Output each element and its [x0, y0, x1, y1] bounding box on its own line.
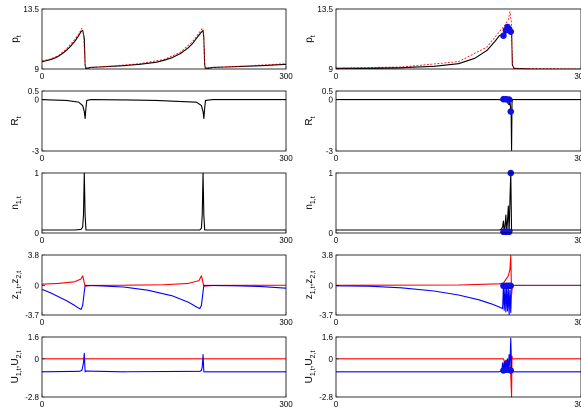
y-axis-label: n1,t [304, 196, 317, 209]
y-axis-label: z1,t,z2,t [304, 271, 317, 299]
plot-frame [41, 336, 287, 398]
y-tick-label: 13.5 [23, 5, 39, 14]
x-tick-label: 300 [574, 154, 581, 163]
y-axis-label: U1,t,U2,t [304, 351, 317, 384]
y-tick-label: 13.5 [317, 5, 333, 14]
data-marker [507, 282, 515, 290]
y-tick-label: 0 [35, 229, 40, 238]
plot-frame [41, 172, 287, 234]
series-line-red [41, 275, 287, 287]
series-line-red-dashed [41, 27, 287, 69]
series-line-black [335, 28, 581, 70]
y-tick-label: 0.5 [28, 87, 40, 96]
data-marker [505, 228, 513, 236]
series-line-blue [41, 352, 286, 373]
x-tick-label: 0 [334, 236, 339, 245]
x-tick-label: 0 [40, 154, 45, 163]
x-tick-label: 300 [574, 72, 581, 81]
y-tick-label: -3 [32, 147, 40, 156]
y-axis-label: U1,t,U2,t [10, 351, 23, 384]
y-axis-label: n1,t [10, 196, 23, 209]
y-tick-label: 3.8 [28, 251, 40, 260]
series-line-red [335, 255, 581, 296]
x-tick-label: 300 [279, 154, 293, 163]
data-marker [505, 96, 513, 103]
panel-p-left: 9 13.5 0 300 pt [10, 5, 293, 81]
y-tick-label: 3.8 [322, 251, 334, 260]
panel-n-left: 0 1 0 300 n1,t [10, 169, 293, 245]
y-axis-label: z1,t,z2,t [10, 271, 23, 299]
series-line-red [336, 355, 581, 398]
y-tick-label: -2.8 [25, 393, 39, 402]
y-tick-label: -3 [326, 147, 334, 156]
series-line-black [41, 99, 286, 119]
x-tick-label: 300 [279, 318, 293, 327]
series-line-black [42, 172, 286, 231]
y-tick-label: 0.5 [322, 87, 334, 96]
y-axis-label: Rt [304, 116, 317, 125]
y-axis-label: pt [304, 35, 317, 43]
plot-frame [41, 254, 287, 316]
y-tick-label: 0 [329, 355, 334, 364]
y-tick-label: 1 [329, 169, 334, 178]
data-marker [507, 367, 515, 374]
y-tick-label: 1.6 [322, 333, 334, 342]
series-line-black [336, 99, 581, 151]
data-marker [507, 108, 515, 115]
plot-frame [335, 172, 581, 234]
series-line-blue [41, 284, 287, 310]
y-tick-label: -3.7 [319, 311, 333, 320]
x-tick-label: 300 [574, 318, 581, 327]
x-tick-label: 300 [279, 72, 293, 81]
panel-p-right: 9 13.5 0 300 pt [304, 5, 581, 81]
y-tick-label: 0 [35, 96, 40, 105]
y-axis-label: pt [10, 35, 23, 43]
plot-frame [41, 90, 287, 152]
y-tick-label: 1.6 [28, 333, 40, 342]
x-tick-label: 0 [334, 318, 339, 327]
series-line-red-dashed [335, 11, 581, 70]
y-tick-label: -3.7 [25, 311, 39, 320]
series-line-blue [336, 337, 581, 373]
panel-n-right: 0 1 0 300 n1,t [304, 169, 581, 245]
plot-frame [335, 254, 581, 316]
x-tick-label: 0 [334, 72, 339, 81]
y-tick-label: 0 [35, 281, 40, 290]
x-tick-label: 300 [279, 236, 293, 245]
x-tick-label: 0 [40, 400, 45, 409]
y-tick-label: 9 [329, 65, 334, 74]
x-tick-label: 0 [334, 154, 339, 163]
x-tick-label: 300 [574, 236, 581, 245]
x-tick-label: 300 [574, 400, 581, 409]
y-tick-label: 9 [35, 65, 40, 74]
data-marker [500, 32, 507, 39]
series-line-black [336, 172, 581, 233]
series-line-blue [335, 284, 581, 315]
y-tick-label: -2.8 [319, 393, 333, 402]
x-tick-label: 0 [40, 72, 45, 81]
plot-frame [41, 8, 287, 70]
data-marker [507, 28, 515, 35]
y-axis-label: Rt [10, 116, 23, 125]
y-tick-label: 0 [329, 229, 334, 238]
y-tick-label: 0 [35, 355, 40, 364]
x-tick-label: 0 [40, 236, 45, 245]
x-tick-label: 0 [334, 400, 339, 409]
plot-frame [335, 90, 581, 152]
series-line-black [41, 29, 287, 69]
y-tick-label: 0 [329, 281, 334, 290]
x-tick-label: 300 [279, 400, 293, 409]
y-tick-label: 0 [329, 96, 334, 105]
plot-frame [335, 336, 581, 398]
y-tick-label: 1 [35, 169, 40, 178]
plot-frame [335, 8, 581, 70]
x-tick-label: 0 [40, 318, 45, 327]
